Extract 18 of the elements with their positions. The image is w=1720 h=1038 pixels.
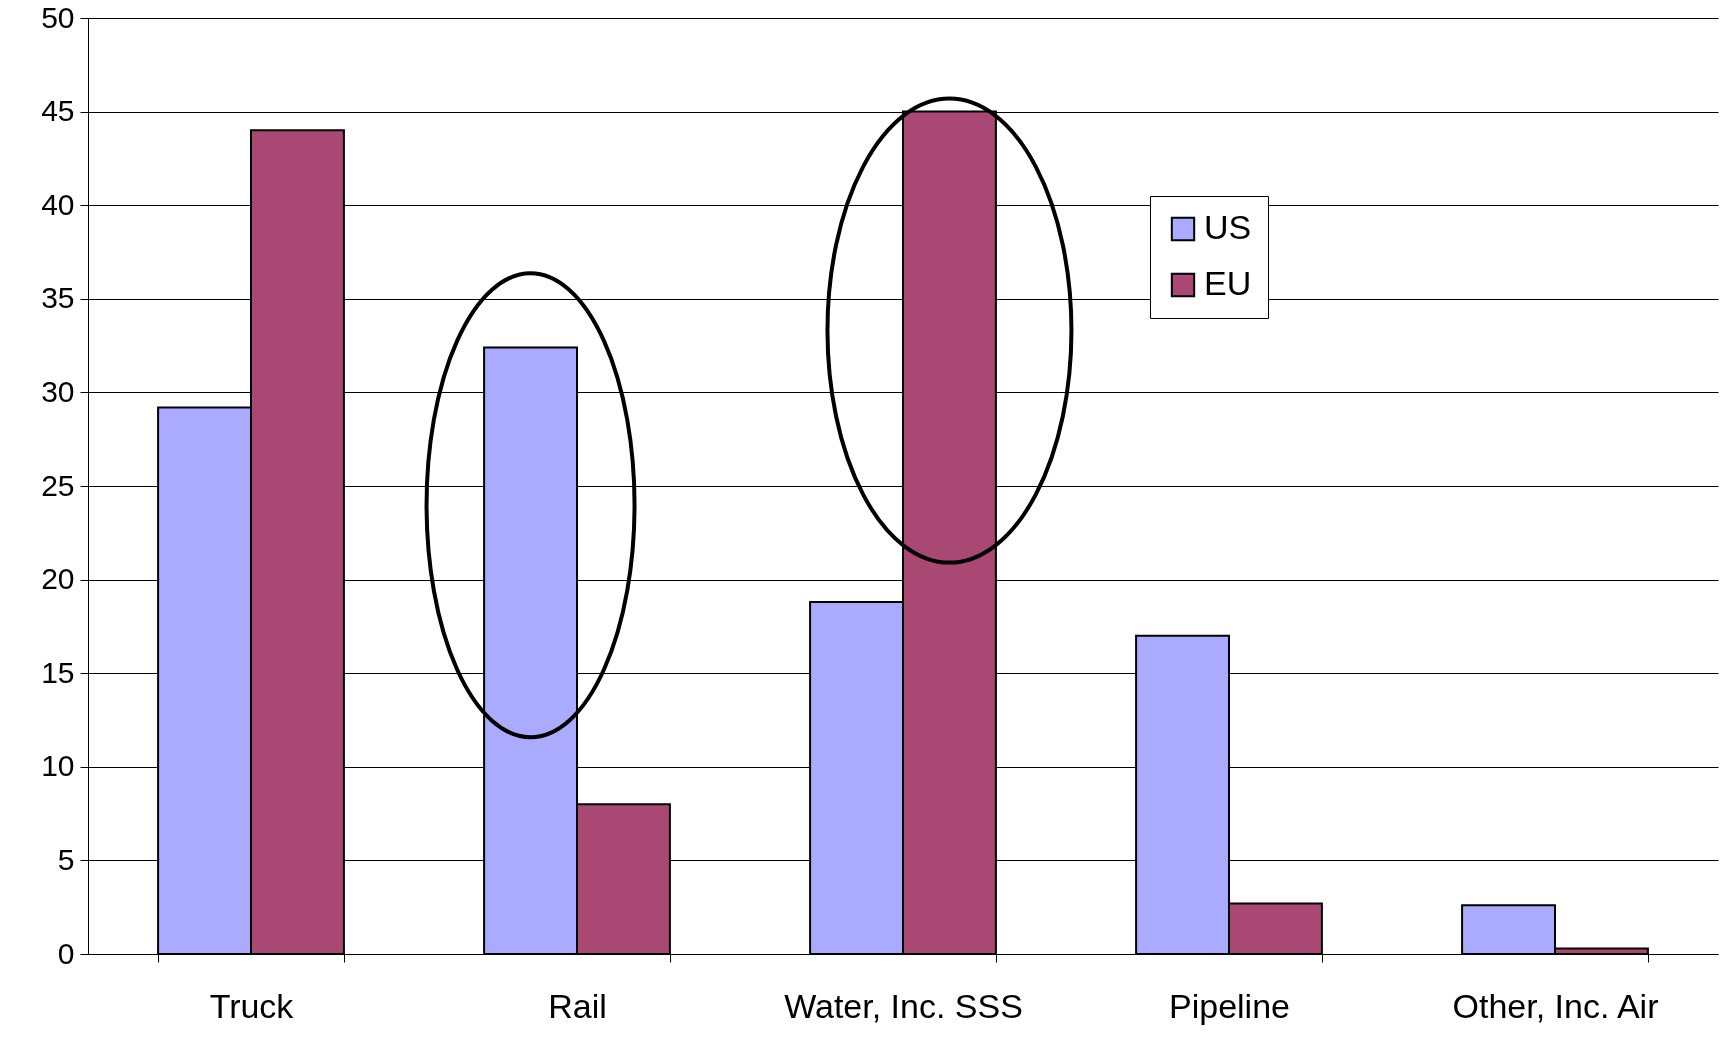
- y-tick-label: 20: [41, 562, 75, 596]
- y-tick-label: 10: [41, 749, 75, 783]
- y-tick-label: 0: [57, 936, 75, 970]
- y-tick-label: 30: [41, 374, 75, 408]
- x-tick-label: Rail: [548, 986, 607, 1025]
- y-tick-label: 25: [41, 468, 75, 502]
- y-tick-label: 35: [41, 281, 75, 315]
- y-tick-label: 45: [41, 94, 75, 128]
- y-tick-label: 40: [41, 187, 75, 221]
- x-tick-label: Truck: [209, 986, 295, 1025]
- x-tick-label: Water, Inc. SSS: [784, 986, 1023, 1025]
- y-tick-label: 15: [41, 655, 75, 689]
- x-tick-label: Pipeline: [1169, 986, 1290, 1025]
- legend-label: US: [1204, 208, 1252, 246]
- y-tick-label: 5: [57, 842, 75, 876]
- legend-label: EU: [1204, 264, 1252, 302]
- x-tick-label: Other, Inc. Air: [1452, 986, 1659, 1025]
- y-tick-label: 50: [41, 0, 75, 34]
